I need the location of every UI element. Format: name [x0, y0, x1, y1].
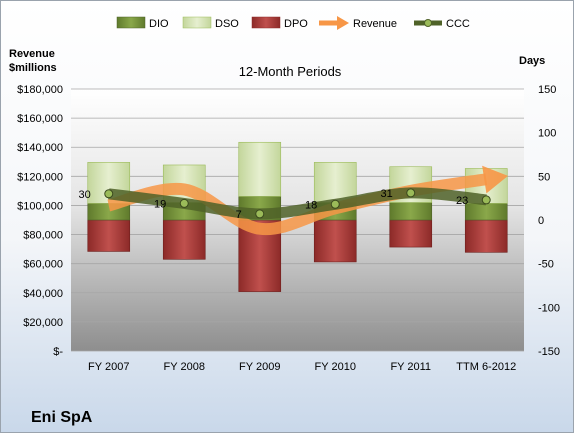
bar-dpo: [313, 219, 357, 263]
legend-label-dso: DSO: [215, 18, 239, 30]
bar-dpo: [389, 219, 433, 248]
revenue-arrowhead: [482, 165, 508, 194]
right-tick-label: 150: [538, 84, 556, 96]
ccc-point: [104, 189, 114, 199]
x-tick-label: FY 2008: [164, 361, 205, 373]
left-tick-label: $180,000: [17, 84, 63, 96]
ccc-data-label: 7: [236, 209, 242, 221]
ccc-data-label: 18: [305, 199, 317, 211]
ccc-point: [179, 198, 189, 208]
ccc-point: [330, 199, 340, 209]
bar-dso: [238, 141, 282, 197]
right-axis-label: Days: [519, 55, 545, 67]
x-tick-label: FY 2007: [88, 361, 129, 373]
ccc-point: [406, 188, 416, 198]
legend-swatch-dio: [116, 16, 146, 29]
bar-dio: [464, 203, 508, 221]
x-tick-label: FY 2010: [315, 361, 356, 373]
bar-dio: [389, 202, 433, 221]
ccc-line: [108, 187, 487, 220]
legend-swatch-ccc: [414, 19, 442, 27]
right-tick-label: -150: [538, 346, 560, 358]
legend-swatch-dpo: [251, 16, 281, 29]
bar-dpo: [162, 219, 206, 260]
left-axis-label-line1: Revenue: [9, 48, 55, 60]
x-tick-label: FY 2009: [239, 361, 280, 373]
bar-dso: [313, 162, 357, 203]
legend-label-revenue: Revenue: [353, 18, 397, 30]
ccc-data-label: 23: [456, 195, 468, 207]
legend-label-ccc: CCC: [446, 18, 470, 30]
ccc-data-label: 19: [154, 198, 166, 210]
bar-series: [87, 141, 508, 292]
x-axis-labels: FY 2007 FY 2008 FY 2009 FY 2010 FY 2011 TTM 6…: [88, 361, 516, 373]
right-tick-label: 0: [538, 215, 544, 227]
right-tick-label: -50: [538, 259, 554, 271]
left-tick-label: $40,000: [23, 288, 63, 300]
left-tick-label: $140,000: [17, 142, 63, 154]
bar-dpo: [87, 219, 131, 252]
right-tick-label: -100: [538, 302, 560, 314]
x-tick-label: FY 2011: [390, 361, 431, 373]
gridlines: [71, 88, 524, 352]
legend-label-dio: DIO: [149, 18, 169, 30]
left-tick-label: $20,000: [23, 317, 63, 329]
x-tick-label: TTM 6-2012: [456, 361, 516, 373]
legend: DIO DSO DPO Revenue CCC: [116, 16, 470, 30]
left-tick-label: $100,000: [17, 200, 63, 212]
left-tick-label: $-: [53, 346, 63, 358]
ccc-point: [255, 209, 265, 219]
right-axis-ticks: -150 -100 -50 0 50 100 150: [538, 84, 560, 358]
left-tick-label: $60,000: [23, 259, 63, 271]
legend-label-dpo: DPO: [284, 18, 308, 30]
right-tick-label: 50: [538, 171, 550, 183]
ccc-data-label: 30: [79, 189, 91, 201]
ccc-data-label: 31: [381, 188, 393, 200]
ccc-point: [481, 195, 491, 205]
right-tick-label: 100: [538, 128, 556, 140]
left-tick-label: $80,000: [23, 230, 63, 242]
chart-title: 12-Month Periods: [239, 64, 342, 79]
legend-swatch-revenue: [319, 16, 349, 30]
left-tick-label: $120,000: [17, 171, 63, 183]
left-tick-label: $160,000: [17, 113, 63, 125]
company-name: Eni SpA: [31, 409, 93, 426]
bar-dpo: [464, 219, 508, 253]
left-axis-ticks: $- $20,000 $40,000 $60,000 $80,000 $100,000 $1…: [17, 84, 63, 358]
ccc-series: 30 19 7 18 31 23: [79, 187, 491, 221]
left-axis-label-line2: $millions: [9, 62, 57, 74]
legend-swatch-dso: [182, 16, 212, 29]
